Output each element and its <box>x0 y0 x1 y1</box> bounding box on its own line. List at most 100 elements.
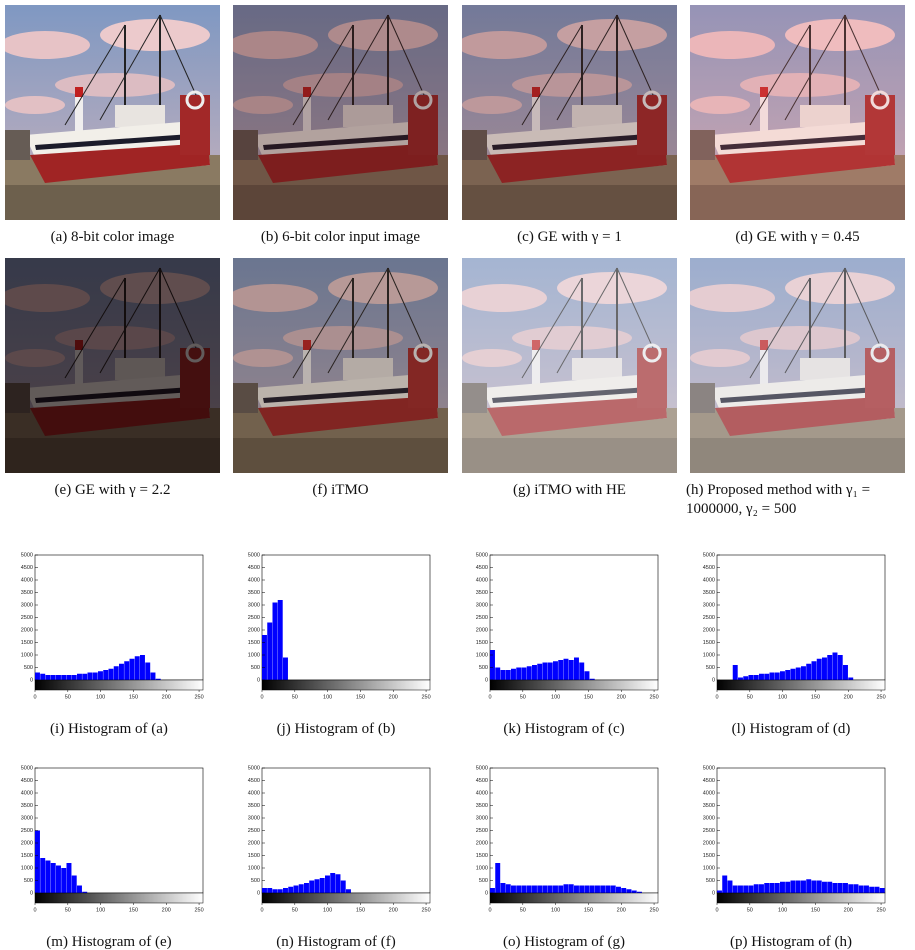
photo <box>5 258 220 473</box>
bar <box>71 675 77 680</box>
caption: (l) Histogram of (d) <box>731 721 851 737</box>
histogram: 0500100015002000250030003500400045005000… <box>703 765 886 913</box>
bar <box>785 881 791 893</box>
y-tick-label: 5000 <box>21 552 33 558</box>
y-tick-label: 1500 <box>248 853 260 859</box>
bar <box>811 661 817 680</box>
bar <box>595 885 600 893</box>
x-tick-label: 150 <box>811 694 820 700</box>
bar <box>521 885 527 893</box>
y-tick-label: 500 <box>706 878 715 884</box>
y-tick-label: 5000 <box>703 552 715 558</box>
y-tick-label: 4500 <box>248 565 260 571</box>
bar <box>262 635 267 680</box>
x-tick-label: 50 <box>65 907 71 913</box>
x-tick-label: 250 <box>194 694 203 700</box>
bar <box>558 660 564 680</box>
caption: (h) Proposed method with γ₁ = 1000000, γ… <box>686 482 871 517</box>
y-tick-label: 4000 <box>21 577 33 583</box>
photo <box>233 5 448 220</box>
x-tick-label: 100 <box>96 694 105 700</box>
bar <box>574 657 579 680</box>
bar <box>35 672 40 680</box>
y-tick-label: 3500 <box>703 590 715 596</box>
histogram: 0500100015002000250030003500400045005000… <box>21 552 204 700</box>
bar <box>526 666 532 680</box>
bar <box>145 662 151 680</box>
bar <box>780 671 785 680</box>
x-tick-label: 50 <box>520 694 526 700</box>
y-tick-label: 2500 <box>476 828 488 834</box>
bar <box>874 886 880 893</box>
bar <box>769 883 775 893</box>
bar <box>293 885 299 893</box>
x-tick-label: 200 <box>162 907 171 913</box>
y-tick-label: 3000 <box>21 602 33 608</box>
bar <box>542 885 548 893</box>
bar <box>500 883 506 893</box>
caption: (i) Histogram of (a) <box>50 721 168 737</box>
bar <box>124 661 130 680</box>
bar <box>759 884 764 893</box>
bar <box>626 889 632 893</box>
bar <box>806 663 812 680</box>
bar <box>516 885 522 893</box>
bar <box>87 672 93 680</box>
x-tick-label: 250 <box>876 694 885 700</box>
y-tick-label: 1500 <box>476 853 488 859</box>
y-tick-label: 4500 <box>476 565 488 571</box>
bar <box>574 885 579 893</box>
y-tick-label: 0 <box>485 677 488 683</box>
x-tick-label: 200 <box>617 907 626 913</box>
y-tick-label: 0 <box>712 677 715 683</box>
bar <box>795 880 801 893</box>
bar <box>738 677 743 680</box>
bar <box>563 658 569 680</box>
bar <box>553 661 558 680</box>
y-tick-label: 3500 <box>21 803 33 809</box>
histogram: 0500100015002000250030003500400045005000… <box>21 765 204 913</box>
y-tick-label: 2000 <box>476 627 488 633</box>
x-tick-label: 150 <box>584 907 593 913</box>
bar <box>262 888 267 893</box>
bar <box>837 655 843 680</box>
y-tick-label: 4000 <box>248 790 260 796</box>
x-tick-label: 150 <box>584 694 593 700</box>
x-tick-label: 0 <box>488 907 491 913</box>
bar <box>837 883 843 893</box>
y-tick-label: 4000 <box>21 790 33 796</box>
caption: (n) Histogram of (f) <box>276 934 396 950</box>
x-tick-label: 150 <box>356 694 365 700</box>
bar <box>568 884 574 893</box>
bar <box>743 885 749 893</box>
x-tick-label: 150 <box>129 694 138 700</box>
plot-area <box>261 767 431 894</box>
bar <box>82 891 88 893</box>
bar <box>563 884 569 893</box>
bar <box>505 670 511 680</box>
x-tick-label: 100 <box>551 694 560 700</box>
plot-area <box>489 767 659 894</box>
y-tick-label: 0 <box>30 677 33 683</box>
bar <box>511 668 516 680</box>
caption: (a) 8-bit color image <box>50 229 175 245</box>
gray-bar <box>34 679 204 691</box>
bar <box>843 883 848 893</box>
bar <box>785 670 791 680</box>
bar <box>272 889 278 893</box>
caption: (j) Histogram of (b) <box>276 721 396 737</box>
y-tick-label: 500 <box>251 878 260 884</box>
x-tick-label: 250 <box>421 907 430 913</box>
bar <box>155 678 161 680</box>
y-tick-label: 4000 <box>476 577 488 583</box>
y-tick-label: 5000 <box>703 765 715 771</box>
x-tick-label: 0 <box>260 694 263 700</box>
y-tick-label: 1500 <box>703 640 715 646</box>
y-tick-label: 500 <box>251 665 260 671</box>
y-tick-label: 4500 <box>476 778 488 784</box>
y-tick-label: 1000 <box>21 865 33 871</box>
bar <box>516 667 522 680</box>
bar <box>811 880 817 893</box>
bar <box>780 881 785 893</box>
bar <box>283 657 288 680</box>
